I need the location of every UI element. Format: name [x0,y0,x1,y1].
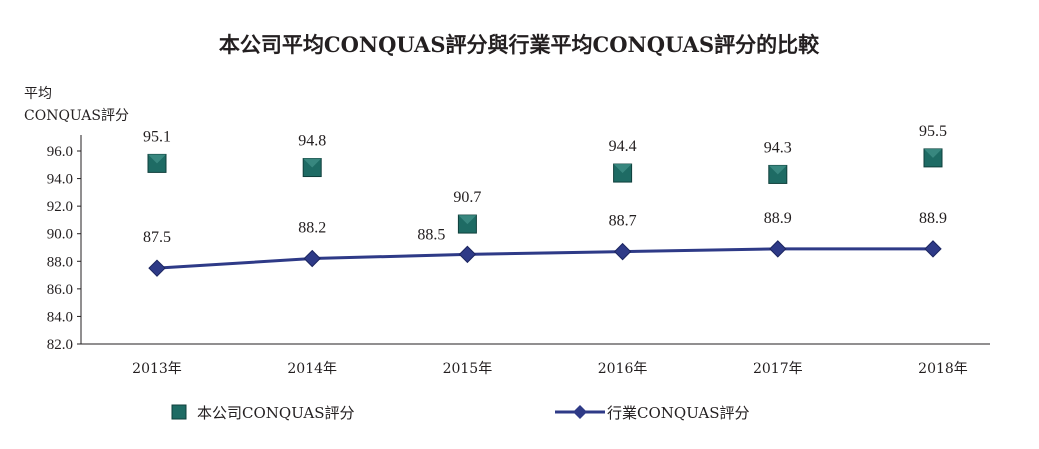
chart-title: 本公司平均CONQUAS評分與行業平均CONQUAS評分的比較 [219,32,820,57]
company-point-bevel [148,154,166,164]
company-point-bevel [768,165,787,175]
y-tick-label: 88.0 [47,254,73,270]
industry-point [613,242,632,261]
industry-point [924,240,942,258]
company-data-label: 95.1 [143,128,171,145]
y-tick-label: 94.0 [47,172,73,188]
industry-point [148,259,166,277]
company-data-label: 95.5 [919,123,947,140]
industry-point [303,249,321,268]
y-tick-label: 90.0 [47,227,73,243]
industry-series: 87.5 88.2 88.5 88.7 88.9 88.9 [143,210,947,277]
industry-point [769,240,787,258]
company-point-bevel [303,158,322,168]
industry-data-label: 88.7 [609,213,637,230]
y-tick-label: 84.0 [47,309,73,325]
industry-point [458,245,477,264]
x-tick-label: 2018年 [918,361,968,377]
legend-company-marker [171,404,187,420]
x-tick-label: 2016年 [598,361,648,377]
company-data-label: 90.7 [453,189,481,206]
company-data-label: 94.3 [764,139,792,156]
x-tick-label: 2013年 [132,361,182,377]
industry-data-label: 88.9 [919,210,947,227]
x-tick-label: 2017年 [753,361,803,377]
industry-data-label: 88.9 [764,210,792,227]
company-series: 95.1 94.8 90.7 94.4 94.3 95.5 [143,123,947,234]
company-data-label: 94.4 [609,138,637,155]
x-tick-labels: 2013年 2014年 2015年 2016年 2017年 2018年 [132,361,968,377]
company-point-bevel [613,164,632,174]
axes [80,135,990,345]
y-tick-label: 82.0 [47,337,73,353]
legend-industry-label: 行業CONQUAS評分 [607,404,750,422]
x-tick-label: 2014年 [287,361,337,377]
industry-data-label: 88.2 [298,220,326,237]
legend-company-label: 本公司CONQUAS評分 [197,404,355,422]
company-point-bevel [458,215,477,225]
industry-data-label: 88.5 [417,226,445,243]
y-tick-label: 92.0 [47,199,73,215]
industry-data-label: 87.5 [143,229,171,246]
y-axis-label-line1: 平均 [24,86,52,102]
company-point-bevel [924,148,942,158]
company-data-label: 94.8 [298,133,326,150]
y-tick-label: 96.0 [47,144,73,160]
y-tick-labels: 82.0 84.0 86.0 88.0 90.0 92.0 94.0 96.0 [47,144,81,353]
legend-industry-marker [573,405,587,419]
y-axis-label-line2: CONQUAS評分 [24,108,129,124]
x-tick-label: 2015年 [443,361,493,377]
legend: 本公司CONQUAS評分 行業CONQUAS評分 [171,404,750,422]
y-tick-label: 86.0 [47,282,73,298]
industry-series-line [156,247,933,270]
